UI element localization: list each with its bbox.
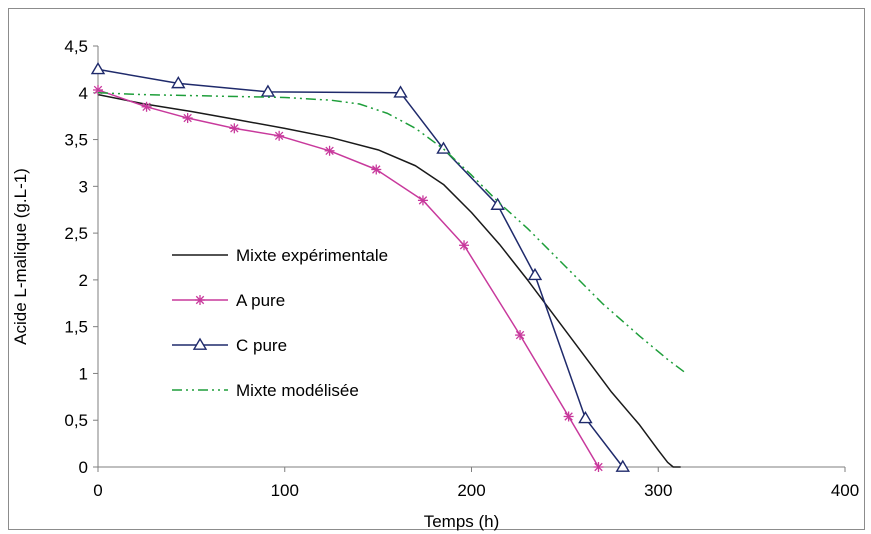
- x-tick-label: 200: [457, 481, 485, 500]
- y-tick-label: 3,5: [64, 131, 88, 150]
- data-point: [417, 195, 428, 206]
- y-tick-label: 3: [79, 177, 88, 196]
- legend-item: C pure: [172, 336, 287, 355]
- data-point: [615, 459, 630, 472]
- data-point: [274, 130, 285, 141]
- y-tick-label: 4: [79, 84, 88, 103]
- y-tick-label: 2,5: [64, 224, 88, 243]
- data-point: [563, 411, 574, 422]
- legend-label: C pure: [236, 336, 287, 355]
- data-point: [171, 76, 186, 89]
- data-point: [527, 267, 543, 281]
- y-tick-label: 1: [79, 364, 88, 383]
- legend-marker: [192, 337, 208, 350]
- legend-item: Mixte modélisée: [172, 381, 359, 400]
- x-tick-label: 100: [271, 481, 299, 500]
- series-line: [97, 89, 600, 468]
- series-line: [97, 92, 687, 375]
- series-3: [90, 62, 630, 472]
- x-axis-title: Temps (h): [424, 512, 500, 531]
- legend-label: Mixte expérimentale: [236, 246, 388, 265]
- data-point: [578, 410, 593, 424]
- x-tick-label: 300: [644, 481, 672, 500]
- y-tick-label: 2: [79, 271, 88, 290]
- series-line: [97, 93, 681, 468]
- x-tick-label: 400: [831, 481, 859, 500]
- data-point: [260, 84, 276, 97]
- data-point: [593, 462, 604, 472]
- legend-label: Mixte modélisée: [236, 381, 359, 400]
- data-point: [371, 164, 382, 175]
- data-point: [182, 113, 193, 124]
- series-layer: [90, 62, 687, 472]
- legend-item: A pure: [172, 291, 285, 310]
- legend-item: Mixte expérimentale: [172, 246, 388, 265]
- legend-label: A pure: [236, 291, 285, 310]
- series-2: [93, 84, 604, 472]
- data-point: [459, 240, 470, 251]
- data-point: [141, 101, 152, 112]
- data-point: [90, 62, 106, 75]
- series-line: [97, 68, 624, 468]
- series-1: [97, 93, 681, 468]
- legend: Mixte expérimentale A pure C pure Mixte mod…: [172, 246, 388, 400]
- data-point: [229, 123, 240, 134]
- y-axis-title: Acide L-malique (g.L-1): [11, 168, 30, 345]
- series-4: [97, 92, 687, 375]
- legend-marker: [195, 295, 205, 305]
- y-tick-label: 0,5: [64, 411, 88, 430]
- y-tick-label: 1,5: [64, 318, 88, 337]
- data-point: [393, 85, 408, 98]
- data-point: [515, 330, 526, 341]
- x-tick-label: 0: [93, 481, 102, 500]
- y-tick-label: 0: [79, 458, 88, 477]
- data-point: [324, 145, 335, 156]
- axes: 0 0,5 1 1,5 2 2,5 3 3,5 4 4,5 0 100 200 300 400: [64, 37, 859, 500]
- y-tick-label: 4,5: [64, 37, 88, 56]
- data-point: [436, 141, 451, 154]
